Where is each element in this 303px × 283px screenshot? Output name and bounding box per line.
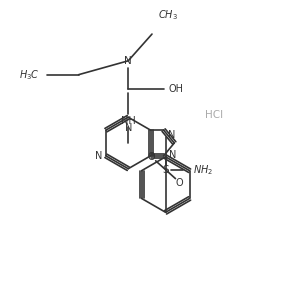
Text: $H_3C$: $H_3C$ [19,68,40,82]
Text: N: N [168,130,175,140]
Text: $CH_3$: $CH_3$ [158,8,178,22]
Text: N: N [124,56,132,66]
Text: N: N [95,151,102,161]
Text: $NH_2$: $NH_2$ [193,163,214,177]
Text: OH: OH [169,83,184,93]
Text: O: O [176,178,183,188]
Text: S: S [162,165,169,175]
Text: NH: NH [121,116,135,126]
Text: N: N [125,123,132,133]
Text: O: O [148,152,155,162]
Text: HCl: HCl [205,110,224,120]
Text: N: N [168,150,176,160]
